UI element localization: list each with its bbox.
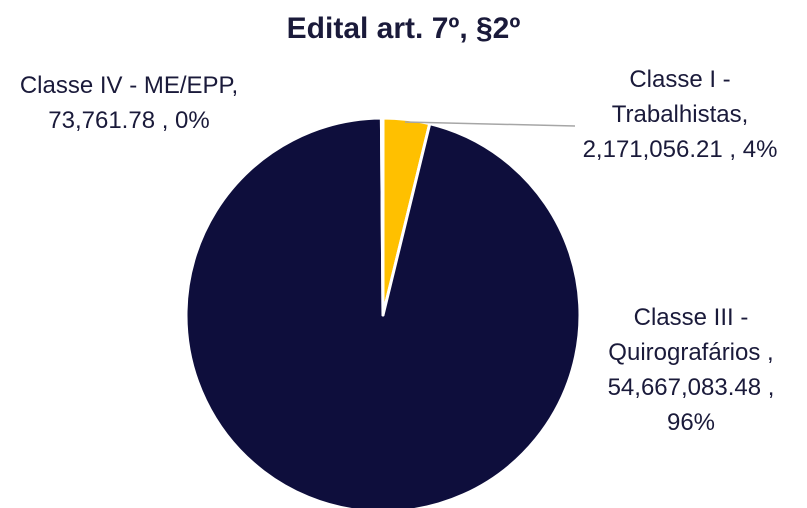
percent-label: 96% <box>666 409 716 436</box>
percent-label: 0% <box>175 107 210 134</box>
leader-line <box>404 121 576 127</box>
category-label: Classe IV - ME/EPP, <box>19 72 239 99</box>
pie-slice <box>379 116 385 317</box>
pie-slice <box>184 116 582 508</box>
data-label: Classe IV - ME/EPP, 73,761.78 , 0% <box>14 68 244 138</box>
value-label: 73,761.78 , <box>48 107 169 134</box>
category-label: Classe I - Trabalhistas, <box>611 66 749 128</box>
percent-label: 4% <box>742 136 778 163</box>
value-label: 54,667,083.48 , <box>607 374 775 401</box>
data-label: Classe I - Trabalhistas, 2,171,056.21 , … <box>575 62 785 167</box>
category-label: Classe III - Quirografários , <box>608 304 774 366</box>
chart-title: Edital art. 7º, §2º <box>286 12 521 45</box>
data-label: Classe III - Quirografários , 54,667,083… <box>596 300 786 440</box>
value-label: 2,171,056.21 , <box>582 136 737 163</box>
